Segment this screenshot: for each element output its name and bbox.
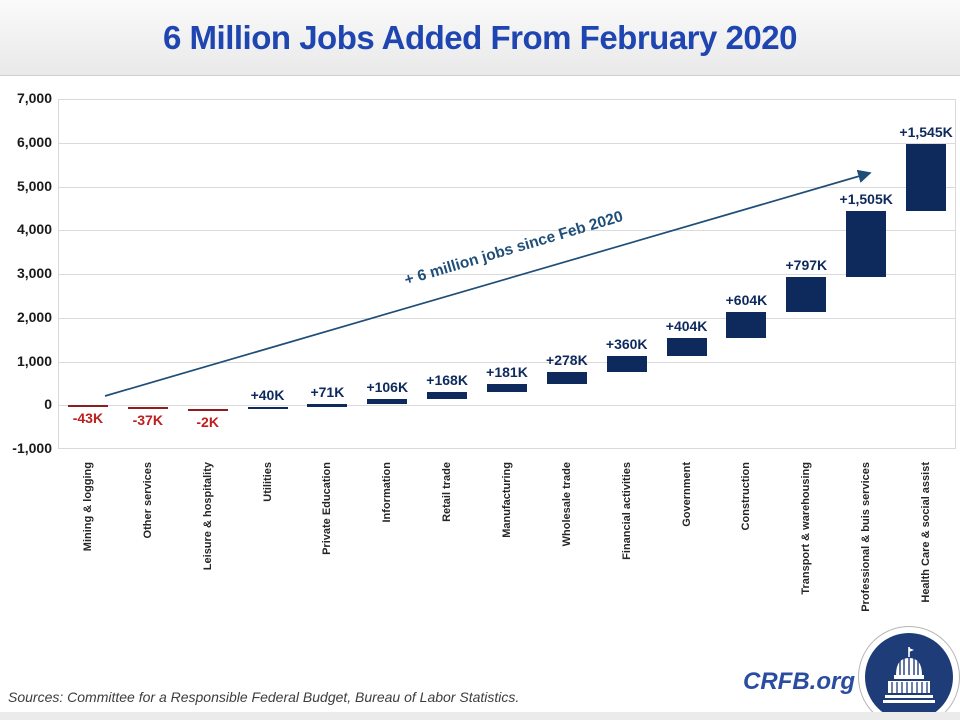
x-axis-category-label: Utilities (261, 462, 274, 502)
gridline (58, 361, 956, 363)
x-axis-category-label: Manufacturing (501, 462, 513, 538)
gridline (58, 317, 956, 319)
bar-value-label: -2K (196, 413, 219, 430)
gridline (58, 230, 956, 232)
gridline (58, 186, 956, 188)
bar-value-label: +278K (546, 351, 588, 368)
y-axis-tick-label: 4,000 (16, 221, 52, 238)
bar-value-label: -43K (72, 410, 104, 427)
bar-value-label: +404K (665, 318, 708, 335)
waterfall-bar (187, 408, 228, 411)
gridline (58, 274, 956, 275)
x-axis-category-label: Government (680, 462, 693, 527)
page-title: 6 Million Jobs Added From February 2020 (163, 18, 797, 56)
capitol-dome-icon (865, 633, 953, 720)
waterfall-bar (367, 399, 408, 404)
waterfall-bar (846, 211, 887, 278)
x-axis-category-label: Retail trade (441, 462, 454, 522)
waterfall-bar (247, 407, 288, 410)
x-axis-category-label: Health Care & social assist (920, 462, 933, 603)
y-axis-tick-label: 7,000 (16, 90, 52, 106)
title-band: 6 Million Jobs Added From February 2020 (0, 0, 960, 76)
bar-value-label: +1,545K (899, 123, 953, 140)
bottom-strip (0, 712, 960, 720)
sources-note: Sources: Committee for a Responsible Fed… (8, 689, 520, 705)
waterfall-bar (786, 277, 827, 313)
x-axis-category-label: Construction (740, 462, 753, 531)
gridline (58, 405, 956, 407)
x-axis-category-label: Information (381, 462, 394, 523)
waterfall-bar (606, 356, 647, 372)
x-axis-category-label: Professional & buis services (860, 462, 873, 612)
y-axis-tick-label: 1,000 (16, 352, 52, 369)
waterfall-bar (67, 405, 108, 408)
y-axis-tick-label: 0 (44, 396, 52, 413)
bar-value-label: -37K (132, 412, 163, 429)
x-axis-category-label: Leisure & hospitality (201, 462, 214, 571)
y-axis-tick-label: 3,000 (16, 265, 52, 281)
bar-value-label: +360K (605, 336, 648, 353)
x-axis-category-label: Other services (141, 462, 154, 539)
x-axis-category-label: Financial activities (620, 462, 633, 560)
bar-value-label: +797K (785, 257, 828, 274)
waterfall-bar (487, 384, 527, 392)
bar-value-label: +1,505K (839, 191, 893, 208)
crfb-capitol-logo (858, 626, 960, 720)
waterfall-bar (427, 391, 468, 400)
waterfall-bar (307, 403, 348, 408)
x-axis-category-label: Wholesale trade (560, 462, 573, 547)
waterfall-bar (127, 407, 168, 410)
gridline (58, 142, 956, 144)
bar-value-label: +604K (725, 292, 768, 309)
y-axis-tick-label: 5,000 (16, 177, 52, 194)
y-axis-tick-label: -1,000 (12, 440, 52, 456)
brand-text: CRFB.org (743, 668, 855, 695)
waterfall-bar (726, 312, 767, 339)
waterfall-bar (546, 371, 587, 385)
x-axis-category-label: Mining & logging (81, 462, 94, 552)
y-axis-tick-label: 6,000 (16, 133, 52, 150)
waterfall-bar (906, 143, 947, 212)
x-axis-category-label: Transport & warehousing (800, 462, 813, 595)
waterfall-bar (666, 338, 707, 357)
y-axis-tick-label: 2,000 (16, 308, 52, 325)
x-axis-category-label: Private Education (321, 462, 334, 555)
